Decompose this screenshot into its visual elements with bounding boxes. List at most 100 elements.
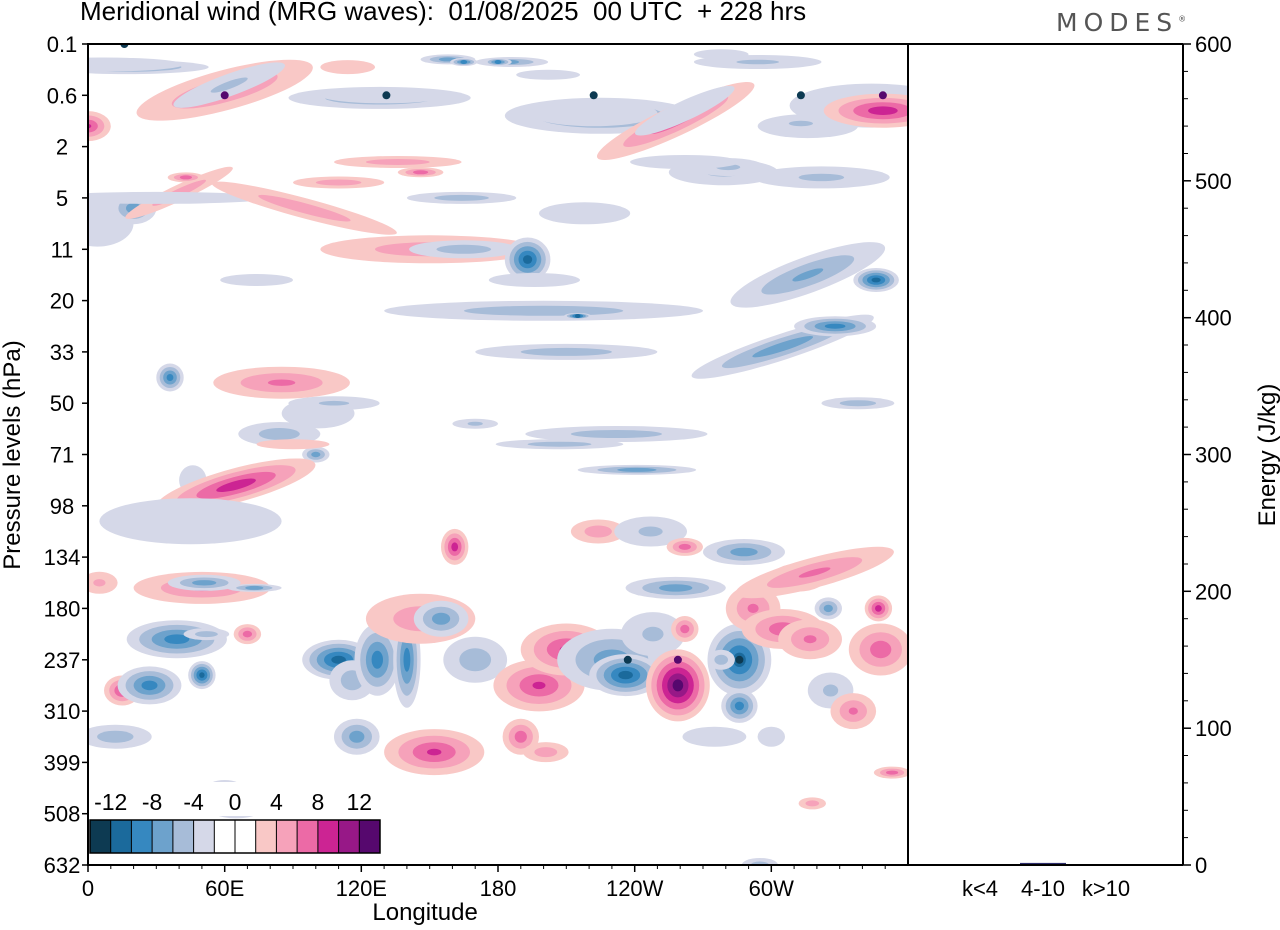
contour-level — [527, 441, 592, 447]
contour-level — [823, 604, 833, 613]
x-tick-label: 0 — [82, 876, 94, 901]
positive-anomaly — [823, 93, 908, 128]
negative-anomaly — [409, 240, 519, 259]
feature-extremum — [796, 91, 805, 100]
contour-level — [523, 255, 533, 264]
contour-level — [371, 650, 383, 669]
contour-level — [436, 244, 492, 254]
feature-extremum — [673, 655, 682, 664]
negative-anomaly — [220, 274, 293, 286]
positive-anomaly — [570, 519, 626, 544]
negative-anomaly — [452, 418, 499, 429]
negative-anomaly — [504, 237, 551, 282]
positive-anomaly — [735, 546, 894, 599]
contour-field — [88, 44, 908, 865]
colorbar-swatch — [90, 820, 111, 853]
y-tick-label: 98 — [50, 494, 74, 519]
negative-anomaly — [88, 191, 271, 204]
contour-level — [630, 155, 740, 169]
positive-anomaly — [523, 742, 569, 763]
contour-level — [823, 684, 839, 697]
colorbar-label: 4 — [270, 789, 283, 815]
contour-level — [659, 584, 693, 592]
negative-anomaly — [525, 426, 708, 442]
negative-anomaly — [488, 273, 580, 287]
negative-anomaly — [853, 268, 899, 292]
y-tick-label: 632 — [44, 853, 81, 878]
contour-level — [88, 57, 184, 72]
negative-anomaly — [693, 49, 749, 60]
feature-extremum — [382, 91, 391, 100]
contour-level — [97, 730, 134, 743]
contour-level — [803, 635, 817, 644]
positive-anomaly — [293, 176, 385, 189]
energy-tick-label: 300 — [1195, 443, 1232, 468]
negative-anomaly — [635, 85, 735, 136]
negative-anomaly — [539, 202, 631, 225]
contour-level — [752, 336, 814, 358]
negative-anomaly — [753, 166, 890, 189]
contour-level — [427, 748, 442, 756]
contour-level — [575, 314, 581, 318]
contour-level — [584, 525, 612, 538]
contour-level — [747, 603, 759, 614]
negative-anomaly — [88, 724, 152, 749]
positive-anomaly — [233, 624, 262, 645]
negative-anomaly — [682, 726, 747, 747]
contour-level — [331, 655, 346, 664]
feature-extremum — [589, 91, 598, 100]
contour-level — [267, 379, 296, 386]
negative-anomaly — [516, 69, 580, 80]
positive-anomaly — [397, 167, 444, 178]
contour-level — [871, 277, 881, 283]
contour-level — [460, 60, 468, 64]
modes-logo: MODES® — [1056, 8, 1186, 37]
colorbar-label: -12 — [94, 789, 127, 815]
contour-level — [256, 439, 330, 450]
y-tick-label: 20 — [50, 289, 74, 314]
contour-level — [463, 305, 624, 316]
negative-anomaly — [621, 612, 685, 657]
feature-extremum — [735, 655, 744, 664]
colorbar-label: 0 — [229, 789, 242, 815]
x-tick-label: 180 — [480, 876, 517, 901]
contour-level — [199, 672, 205, 678]
positive-anomaly — [830, 693, 877, 730]
contour-level — [245, 585, 264, 590]
y-tick-label: 508 — [44, 802, 81, 827]
negative-anomaly — [794, 316, 877, 337]
contour-level — [730, 547, 758, 557]
energy-axis-label: Energy (J/kg) — [1254, 384, 1280, 527]
contour-level — [192, 580, 217, 586]
contour-level — [570, 430, 663, 438]
positive-anomaly — [334, 156, 462, 168]
colorbar-label: -8 — [142, 789, 162, 815]
contour-level — [467, 421, 483, 426]
negative-anomaly — [334, 718, 380, 755]
x-tick-label: 120W — [606, 876, 664, 901]
negative-anomaly — [625, 576, 726, 599]
contour-level — [672, 679, 684, 692]
contour-level — [693, 49, 749, 60]
negative-anomaly — [443, 636, 508, 683]
contour-level — [798, 567, 831, 578]
colorbar-frame — [89, 819, 381, 854]
energy-category-label: k>10 — [1082, 876, 1130, 901]
contour-level — [534, 747, 558, 758]
colorbar-swatch — [235, 820, 256, 853]
contour-level — [870, 640, 892, 659]
contour-level — [618, 670, 633, 680]
negative-anomaly — [703, 539, 785, 565]
y-tick-label: 50 — [50, 391, 74, 416]
contour-level — [617, 467, 657, 472]
contour-level — [166, 374, 174, 381]
colorbar-swatch — [152, 820, 173, 853]
negative-anomaly — [88, 57, 184, 72]
contour-level — [164, 634, 190, 644]
colorbar-label: 8 — [312, 789, 325, 815]
negative-anomaly — [167, 574, 241, 591]
negative-anomaly — [156, 363, 184, 392]
contour-level — [349, 730, 365, 743]
negative-anomaly — [406, 191, 517, 204]
